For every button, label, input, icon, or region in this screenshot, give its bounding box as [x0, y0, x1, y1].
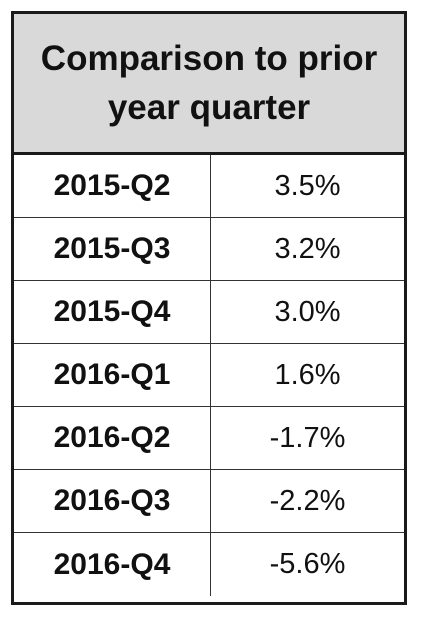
table-row: 2016-Q3 -2.2%: [14, 470, 404, 533]
quarter-label: 2015-Q3: [14, 218, 211, 280]
quarter-label: 2016-Q3: [14, 470, 211, 532]
change-value: -2.2%: [269, 484, 346, 517]
change-value: 3.0%: [274, 295, 341, 328]
quarter-label: 2016-Q1: [14, 344, 211, 406]
table-row: 2016-Q1 1.6%: [14, 344, 404, 407]
quarter-label: 2016-Q4: [14, 533, 211, 596]
table-row: 2016-Q4 -5.6%: [14, 533, 404, 596]
change-value: -1.7%: [269, 421, 346, 454]
change-value: 3.5%: [274, 169, 341, 202]
change-value: 3.2%: [274, 232, 341, 265]
table-row: 2015-Q4 3.0%: [14, 281, 404, 344]
table-row: 2016-Q2 -1.7%: [14, 407, 404, 470]
comparison-table: Comparison to prior year quarter 2015-Q2…: [11, 11, 407, 605]
table-row: 2015-Q3 3.2%: [14, 218, 404, 281]
table-title: Comparison to prior year quarter: [14, 14, 404, 155]
quarter-label: 2015-Q4: [14, 281, 211, 343]
change-value: 1.6%: [274, 358, 341, 391]
change-value: -5.6%: [269, 548, 346, 580]
quarter-label: 2016-Q2: [14, 407, 211, 469]
table-row: 2015-Q2 3.5%: [14, 155, 404, 218]
quarter-label: 2015-Q2: [14, 155, 211, 217]
